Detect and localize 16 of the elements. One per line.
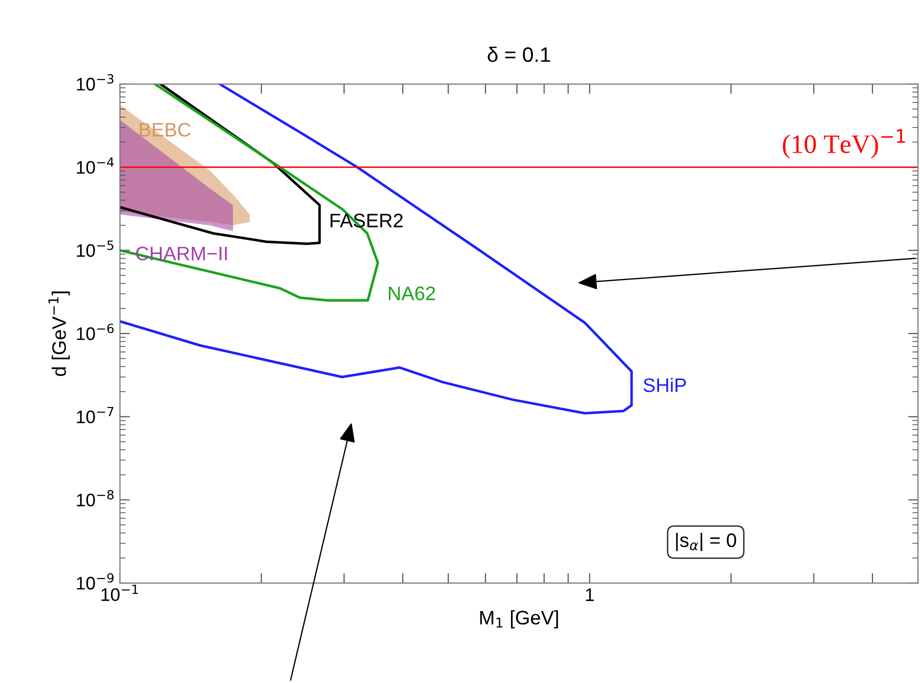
series-label: CHARM−II <box>136 246 227 260</box>
y-tick-label: 10$^{−4}$ <box>76 157 114 174</box>
series-label: SHiP <box>644 378 686 392</box>
y-tick-label: 10$^{−7}$ <box>76 406 114 424</box>
y-tick-label: 10$^{−6}$ <box>76 324 114 340</box>
y-axis-title: d [GeV$^{−1}$] <box>48 292 70 376</box>
y-tick-label: 10$^{−8}$ <box>76 490 114 506</box>
ref-line-label: (10 TeV)$^{−1}$ <box>782 129 905 158</box>
series-label: NA62 <box>388 286 435 300</box>
y-tick-label: 10$^{−3}$ <box>76 74 114 91</box>
x-tick-label: 1 <box>586 588 594 601</box>
x-tick-label: 10$^{−1}$ <box>102 584 138 602</box>
y-tick-label: 10$^{−5}$ <box>76 240 114 257</box>
chart-title: δ = 0.1 <box>488 46 550 62</box>
x-axis-title: M$_{1}$ [GeV] <box>480 610 558 628</box>
annotation: |s$_{α}$| = 0 <box>676 532 736 552</box>
